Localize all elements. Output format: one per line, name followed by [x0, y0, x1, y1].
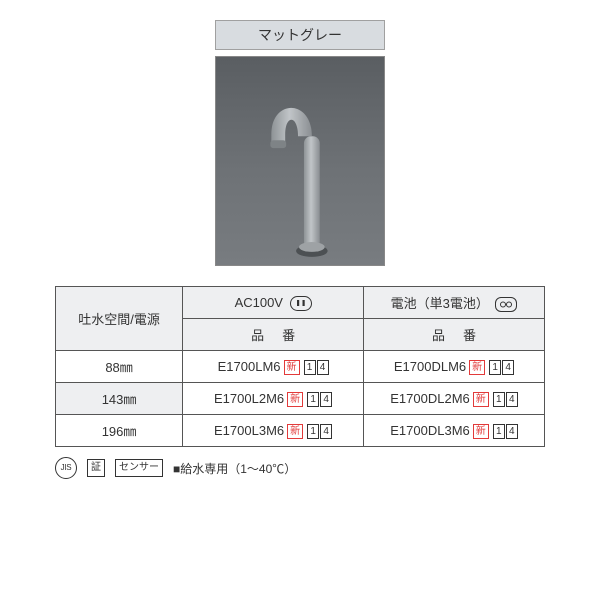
sensor-badge: センサー [115, 459, 163, 477]
power-ac-label: AC100V [235, 295, 283, 310]
badge-new: 新 [287, 424, 303, 439]
plug-icon [290, 296, 312, 311]
part-label-ac: 品番 [183, 319, 364, 351]
part-number: E1700L3M6 [214, 423, 284, 438]
battery-icon [495, 297, 517, 312]
jis-badge: JIS [55, 457, 77, 479]
color-label: マットグレー [215, 20, 385, 50]
part-cell: E1700DLM6新14 [364, 351, 545, 383]
badge-4: 4 [320, 392, 332, 407]
size-cell: 88㎜ [56, 351, 183, 383]
badge-4: 4 [506, 392, 518, 407]
power-batt-label: 電池（単3電池） [391, 296, 489, 311]
size-cell: 143㎜ [56, 383, 183, 415]
product-image [215, 56, 385, 266]
part-cell: E1700DL2M6新14 [364, 383, 545, 415]
part-cell: E1700L2M6新14 [183, 383, 364, 415]
badge-new: 新 [469, 360, 485, 375]
part-label-batt: 品番 [364, 319, 545, 351]
badge-4: 4 [317, 360, 329, 375]
part-number: E1700L2M6 [214, 391, 284, 406]
part-number: E1700DL3M6 [390, 423, 470, 438]
badge-new: 新 [287, 392, 303, 407]
badge-new: 新 [284, 360, 300, 375]
table-row: 143㎜ E1700L2M6新14 E1700DL2M6新14 [56, 383, 545, 415]
badge-4: 4 [502, 360, 514, 375]
spec-table: 吐水空間/電源 AC100V 電池（単3電池） 品番 品番 88㎜ E1700L… [55, 286, 545, 447]
footer-row: JIS 証 センサー ■給水専用（1～40℃） [55, 457, 545, 479]
badge-new: 新 [473, 392, 489, 407]
cert-badge: 証 [87, 459, 105, 477]
table-row: 88㎜ E1700LM6新14 E1700DLM6新14 [56, 351, 545, 383]
part-cell: E1700L3M6新14 [183, 415, 364, 447]
badge-new: 新 [473, 424, 489, 439]
row-header: 吐水空間/電源 [56, 287, 183, 351]
size-cell: 196㎜ [56, 415, 183, 447]
badge-1: 1 [493, 424, 505, 439]
badge-1: 1 [493, 392, 505, 407]
badge-1: 1 [304, 360, 316, 375]
badge-1: 1 [489, 360, 501, 375]
badge-1: 1 [307, 392, 319, 407]
table-row: 196㎜ E1700L3M6新14 E1700DL3M6新14 [56, 415, 545, 447]
power-batt-header: 電池（単3電池） [364, 287, 545, 319]
part-number: E1700DL2M6 [390, 391, 470, 406]
footer-note: ■給水専用（1～40℃） [173, 460, 296, 477]
part-cell: E1700LM6新14 [183, 351, 364, 383]
badge-4: 4 [506, 424, 518, 439]
badge-4: 4 [320, 424, 332, 439]
part-number: E1700LM6 [218, 359, 281, 374]
part-number: E1700DLM6 [394, 359, 466, 374]
badge-1: 1 [307, 424, 319, 439]
power-ac-header: AC100V [183, 287, 364, 319]
part-cell: E1700DL3M6新14 [364, 415, 545, 447]
product-block: マットグレー [55, 20, 545, 266]
faucet-icon [216, 57, 384, 265]
